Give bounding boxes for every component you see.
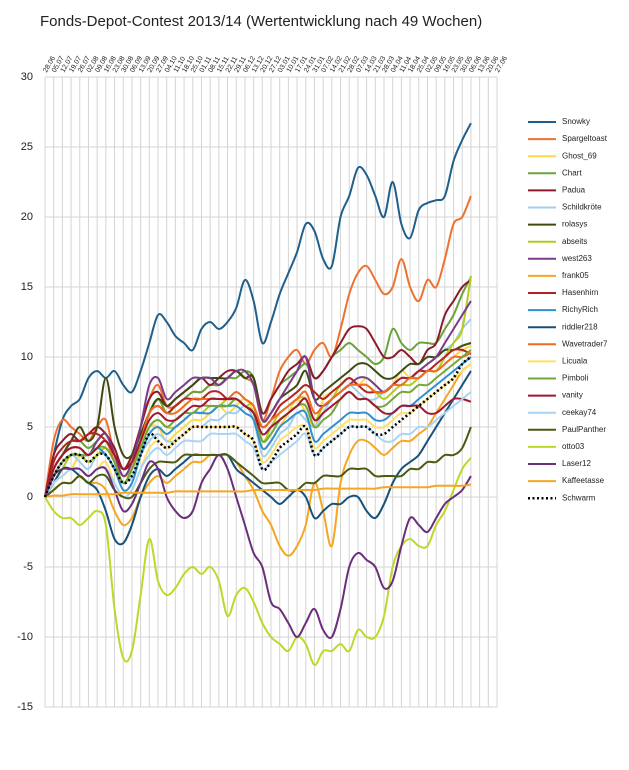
legend-label: Kaffeetasse (562, 476, 605, 485)
y-tick-label: -15 (17, 701, 33, 713)
line-series (44, 453, 472, 640)
line-series (44, 349, 472, 498)
legend-label: rolasys (562, 220, 587, 229)
legend-label: Laser12 (562, 459, 591, 468)
legend-label: frank05 (562, 271, 589, 280)
y-tick-label: 0 (27, 491, 33, 503)
y-tick-label: 20 (21, 211, 33, 223)
legend-label: Schildkröte (562, 203, 602, 212)
line-series (44, 390, 472, 498)
line-series (44, 391, 472, 499)
y-tick-label: 25 (21, 141, 33, 153)
y-tick-label: 5 (27, 421, 33, 433)
legend-label: otto03 (562, 442, 585, 451)
legend-label: Spargeltoast (562, 134, 608, 143)
legend-label: Padua (562, 186, 586, 195)
legend-label: ceekay74 (562, 408, 597, 417)
legend-label: Snowky (562, 117, 590, 126)
legend-label: Chart (562, 168, 582, 177)
chart-title: Fonds-Depot-Contest 2013/14 (Wertentwick… (40, 13, 482, 30)
legend-label: Wavetrader7 (562, 339, 608, 348)
line-series (44, 122, 472, 498)
line-series (44, 483, 472, 498)
line-series (43, 355, 472, 498)
legend-label: Pimboli (562, 374, 588, 383)
line-series (44, 370, 472, 546)
legend-label: PaulPanther (562, 425, 606, 434)
legend-label: vanity (562, 391, 583, 400)
y-tick-label: 10 (21, 351, 33, 363)
y-tick-label: 30 (21, 71, 33, 83)
y-tick-label: -10 (17, 631, 33, 643)
legend-label: Schwarm (562, 493, 596, 502)
legend-label: riddler218 (562, 322, 598, 331)
y-tick-label: 15 (21, 281, 33, 293)
legend-label: Ghost_69 (562, 151, 597, 160)
line-series (44, 363, 472, 557)
legend-label: abseits (562, 237, 587, 246)
y-tick-label: -5 (23, 561, 33, 573)
line-series (44, 457, 472, 666)
legend-label: RichyRich (562, 305, 598, 314)
legend-label: Hasenhirn (562, 288, 598, 297)
legend-label: west263 (561, 254, 592, 263)
legend-label: Licuala (562, 357, 588, 366)
